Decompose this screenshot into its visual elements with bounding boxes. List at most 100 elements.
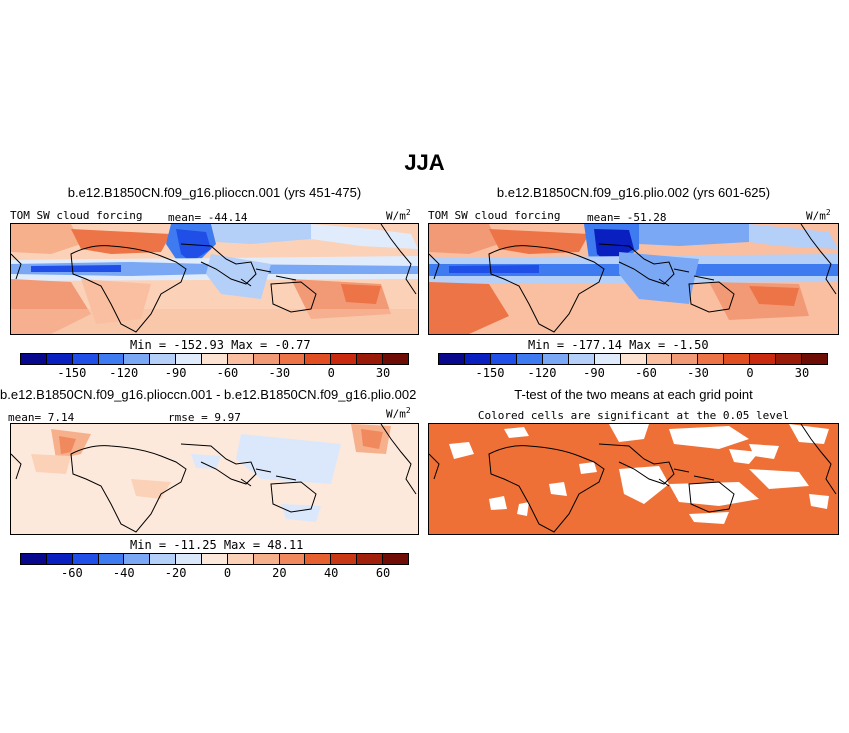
colorbar-tick-label: 40 bbox=[323, 566, 339, 580]
panel1-units-text: W/m bbox=[386, 209, 406, 223]
colorbar-swatch bbox=[750, 354, 777, 364]
panel1-region bbox=[71, 229, 171, 254]
colorbar-swatch bbox=[542, 354, 569, 364]
panel3-mean: mean= 7.14 bbox=[8, 411, 75, 424]
panel1-map-svg bbox=[11, 224, 418, 334]
colorbar-swatch bbox=[439, 354, 465, 364]
colorbar-tick-label: -30 bbox=[268, 366, 291, 380]
panel4-nonsignificant-cells bbox=[449, 424, 829, 524]
colorbar-swatch bbox=[202, 554, 228, 564]
panel1-minmax: Min = -152.93 Max = -0.77 bbox=[130, 338, 311, 352]
panel1-region bbox=[206, 254, 271, 299]
colorbar-swatch bbox=[46, 354, 73, 364]
panel2-region bbox=[449, 265, 539, 273]
colorbar-swatch bbox=[620, 354, 647, 364]
colorbar-tick-label: -150 bbox=[475, 366, 505, 380]
panel4-subtitle: Colored cells are significant at the 0.0… bbox=[477, 409, 790, 422]
panel3-region bbox=[191, 454, 221, 469]
panel2-map bbox=[428, 223, 839, 335]
colorbar-tick-label: 60 bbox=[375, 566, 391, 580]
colorbar-swatch bbox=[253, 354, 280, 364]
colorbar-swatch bbox=[305, 354, 332, 364]
panel1-region bbox=[11, 309, 418, 334]
colorbar-tick-label: -90 bbox=[164, 366, 187, 380]
colorbar-tick-label: -30 bbox=[687, 366, 709, 380]
panel2-region bbox=[619, 252, 699, 304]
colorbar-swatch bbox=[383, 354, 408, 364]
colorbar-swatch bbox=[357, 354, 384, 364]
panel2-coastlines bbox=[429, 224, 837, 333]
panel2-region bbox=[594, 229, 634, 264]
panel2-colorbar bbox=[438, 353, 828, 365]
colorbar-tick-label: -60 bbox=[635, 366, 657, 380]
colorbar-swatch bbox=[150, 554, 177, 564]
colorbar-swatch bbox=[672, 354, 699, 364]
colorbar-tick-label: -20 bbox=[164, 566, 187, 580]
panel3-units: W/m2 bbox=[386, 406, 411, 421]
colorbar-swatch bbox=[802, 354, 828, 364]
colorbar-swatch bbox=[98, 354, 125, 364]
panel3-title-text: b.e12.B1850CN.f09_g16.plioccn.001 - b.e1… bbox=[0, 387, 417, 402]
colorbar-tick-label: 0 bbox=[223, 566, 232, 580]
colorbar-swatch bbox=[279, 354, 306, 364]
panel2-map-svg bbox=[429, 224, 838, 334]
panel1-map bbox=[10, 223, 419, 335]
panel3-region bbox=[31, 454, 71, 474]
colorbar-tick-label: -120 bbox=[109, 366, 139, 380]
panel1-mean: mean= -44.14 bbox=[168, 211, 248, 224]
colorbar-swatch bbox=[98, 554, 125, 564]
panel1-region bbox=[11, 224, 81, 254]
panel1-title: b.e12.B1850CN.f09_g16.plioccn.001 (yrs 4… bbox=[67, 185, 362, 200]
colorbar-swatch bbox=[698, 354, 725, 364]
panel2-colorbar-ticks: -150 -120 -90 -60 -30 0 30 bbox=[438, 366, 828, 382]
panel3-colorbar bbox=[20, 553, 409, 565]
colorbar-swatch bbox=[72, 554, 99, 564]
colorbar-swatch bbox=[150, 354, 177, 364]
colorbar-tick-label: 20 bbox=[272, 566, 287, 580]
colorbar-tick-label: 0 bbox=[327, 366, 335, 380]
colorbar-swatch bbox=[21, 354, 47, 364]
panel3-minmax: Min = -11.25 Max = 48.11 bbox=[130, 538, 304, 552]
panel1-colorbar-ticks: -150 -120 -90 -60 -30 0 30 bbox=[20, 366, 409, 382]
colorbar-swatch bbox=[227, 354, 254, 364]
colorbar-swatch bbox=[594, 354, 621, 364]
colorbar-swatch bbox=[176, 354, 203, 364]
panel1-units-sup: 2 bbox=[405, 208, 411, 217]
panel3-colorbar-ticks: -60 -40 -20 0 20 40 60 bbox=[20, 566, 409, 582]
panel2-mean: mean= -51.28 bbox=[587, 211, 667, 224]
colorbar-swatch bbox=[516, 354, 543, 364]
panel2-region bbox=[429, 224, 499, 254]
panel1-region bbox=[311, 224, 418, 249]
colorbar-swatch bbox=[464, 354, 491, 364]
panel1-region bbox=[176, 229, 211, 262]
panel1-units: W/m2 bbox=[386, 208, 411, 223]
panel1-region bbox=[211, 224, 311, 244]
panel3-title: b.e12.B1850CN.f09_g16.plioccn.001 - b.e1… bbox=[0, 387, 428, 402]
panel2-minmax: Min = -177.14 Max = -1.50 bbox=[528, 338, 709, 352]
colorbar-swatch bbox=[124, 554, 151, 564]
colorbar-swatch bbox=[72, 354, 99, 364]
figure-title: JJA bbox=[404, 150, 445, 175]
colorbar-tick-label: -60 bbox=[61, 566, 83, 580]
panel2-units-sup: 2 bbox=[825, 208, 831, 217]
colorbar-tick-label: -120 bbox=[527, 366, 557, 380]
panel3-rmse: rmse = 9.97 bbox=[168, 411, 241, 424]
colorbar-tick-label: 30 bbox=[794, 366, 810, 380]
panel2-title: b.e12.B1850CN.f09_g16.plio.002 (yrs 601-… bbox=[496, 185, 771, 200]
panel2-region bbox=[639, 224, 749, 246]
colorbar-swatch bbox=[227, 554, 254, 564]
panel3-units-text: W/m bbox=[386, 407, 406, 421]
colorbar-swatch bbox=[331, 554, 358, 564]
panel3-region bbox=[361, 429, 383, 449]
panel1-region bbox=[341, 284, 381, 304]
panel2-region bbox=[749, 286, 799, 306]
panel4-map-svg bbox=[429, 424, 838, 534]
panel3-region bbox=[59, 436, 76, 454]
panel3-map bbox=[10, 423, 419, 535]
colorbar-swatch bbox=[646, 354, 673, 364]
panel2-units: W/m2 bbox=[806, 208, 831, 223]
colorbar-swatch bbox=[279, 554, 306, 564]
colorbar-swatch bbox=[331, 354, 358, 364]
panel3-coastlines bbox=[11, 424, 417, 533]
colorbar-swatch bbox=[176, 554, 203, 564]
